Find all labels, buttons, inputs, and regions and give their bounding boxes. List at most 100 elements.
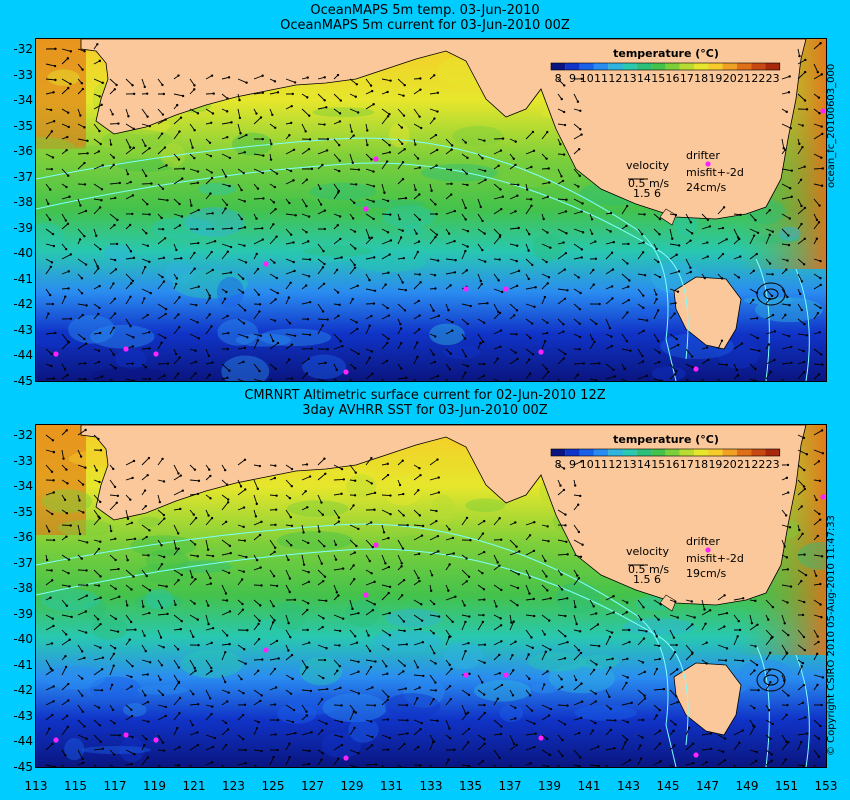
velocity-arrow	[493, 640, 502, 646]
velocity-arrow	[141, 474, 148, 481]
arrow-head	[160, 563, 164, 566]
panel-top-title-line2: OceanMAPS 5m current for 03-Jun-2010 00Z	[280, 18, 570, 33]
velocity-arrow	[125, 569, 134, 577]
arrow-head	[656, 309, 660, 312]
arrow-head	[786, 259, 789, 262]
map-bottom[interactable]: temperature (°C) 8 9 10 11 12 13 14 15 16 17 18 19 20…	[35, 424, 827, 768]
velocity-arrow	[317, 554, 323, 564]
velocity-arrow	[413, 719, 422, 724]
arrow-head	[131, 735, 134, 739]
velocity-arrow	[77, 162, 85, 170]
arrow-head	[305, 463, 309, 466]
velocity-arrow	[813, 198, 820, 206]
arrow-head	[703, 276, 707, 280]
velocity-arrow	[765, 652, 771, 661]
arrow-head	[800, 222, 803, 226]
velocity-arrow	[221, 729, 229, 736]
arrow-head	[450, 667, 453, 671]
velocity-arrow	[285, 584, 291, 593]
sst-eddy	[89, 676, 142, 701]
velocity-arrow	[781, 734, 787, 742]
velocity-arrow	[813, 168, 823, 170]
arrow-head	[805, 334, 809, 337]
arrow-head	[454, 595, 457, 598]
arrow-head	[578, 348, 581, 351]
arrow-head	[144, 504, 147, 508]
arrow-head	[194, 360, 198, 363]
velocity-arrow	[301, 704, 307, 712]
arrow-head	[420, 619, 424, 622]
arrow-head	[496, 561, 499, 564]
arrow-head	[373, 256, 376, 259]
arrow-head	[579, 555, 583, 559]
velocity-arrow	[477, 743, 485, 751]
velocity-arrow	[445, 614, 453, 623]
velocity-arrow	[141, 168, 147, 177]
arrow-head	[769, 681, 772, 684]
arrow-head	[114, 537, 117, 541]
map-top[interactable]: temperature (°C) 8 9 10 11 12 13 14 15 16 17 18 19 20…	[35, 38, 827, 382]
velocity-arrow	[397, 554, 403, 564]
velocity-arrow	[333, 493, 342, 496]
legend-tick-label: 16	[666, 72, 680, 85]
arrow-head	[402, 620, 406, 623]
arrow-head	[817, 221, 821, 224]
velocity-arrow	[717, 207, 725, 215]
arrow-head	[592, 605, 595, 608]
arrow-head	[340, 467, 344, 471]
arrow-head	[579, 651, 583, 655]
sst-eddy	[119, 737, 145, 763]
lon-tick-label: 113	[24, 779, 48, 793]
arrow-head	[547, 167, 550, 170]
arrow-head	[162, 555, 166, 559]
bathymetry-contour	[795, 654, 810, 767]
velocity-arrow	[237, 123, 241, 134]
velocity-arrow	[605, 764, 608, 767]
arrow-head	[289, 516, 293, 519]
arrow-head	[372, 170, 375, 173]
arrow-head	[177, 74, 180, 77]
arrow-head	[176, 372, 180, 375]
arrow-head	[194, 577, 197, 581]
arrow-head	[820, 156, 823, 159]
arrow-head	[95, 234, 98, 237]
arrow-head	[436, 458, 439, 461]
velocity-arrow	[493, 719, 502, 727]
arrow-head	[52, 685, 55, 688]
arrow-head	[83, 126, 86, 129]
arrow-head	[98, 95, 101, 98]
arrow-head	[65, 429, 68, 432]
velocity-arrow	[381, 138, 390, 146]
velocity-arrow	[77, 343, 87, 350]
arrow-head	[126, 558, 129, 562]
arrow-head	[354, 95, 357, 98]
velocity-arrow	[477, 533, 484, 541]
arrow-head	[517, 269, 521, 273]
velocity-arrow	[493, 624, 502, 631]
arrow-head	[564, 524, 567, 527]
velocity-arrow	[397, 78, 406, 86]
velocity-arrow	[189, 629, 194, 638]
arrow-head	[259, 380, 262, 381]
arrow-head	[143, 85, 146, 89]
arrow-head	[224, 743, 228, 747]
velocity-arrow	[365, 659, 376, 662]
velocity-arrow	[173, 490, 183, 496]
arrow-head	[259, 116, 263, 119]
velocity-arrow	[573, 228, 584, 233]
velocity-arrow	[637, 599, 644, 608]
sst-eddy	[346, 474, 377, 498]
velocity-arrow	[525, 550, 535, 556]
arrow-head	[756, 336, 759, 340]
arrow-head	[705, 761, 708, 764]
velocity-arrow	[333, 192, 339, 200]
arrow-head	[370, 314, 373, 318]
arrow-head	[192, 635, 195, 639]
velocity-arrow	[637, 638, 645, 646]
velocity-arrow	[781, 614, 786, 624]
velocity-arrow	[221, 153, 231, 159]
arrow-head	[355, 321, 358, 324]
drifter-marker	[693, 366, 699, 372]
arrow-head	[259, 566, 262, 569]
arrow-head	[720, 339, 724, 342]
